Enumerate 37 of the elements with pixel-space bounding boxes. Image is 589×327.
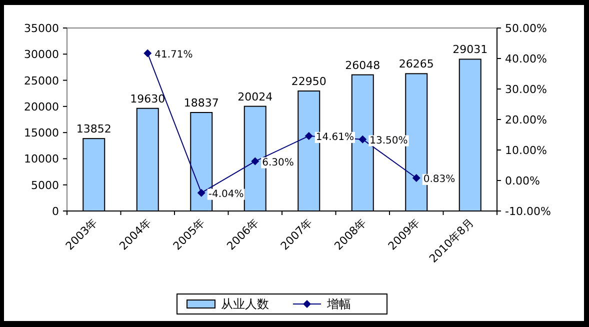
point [251, 157, 260, 166]
data-label: 13.50% [370, 135, 408, 146]
y-tick-label: 25000 [24, 74, 59, 88]
data-label: 26048 [345, 58, 380, 72]
y-tick-label: 10000 [24, 152, 59, 166]
y-tick-label: 0 [52, 205, 59, 218]
y-tick-label: 5000 [31, 178, 59, 192]
data-label: 14.61% [316, 132, 354, 143]
data-label: 0.83% [423, 174, 456, 185]
data-label: 41.71% [154, 49, 193, 60]
data-label: 6.30% [262, 157, 294, 168]
data-label: 22950 [291, 75, 326, 88]
legend-label: 从业人数 [221, 297, 269, 311]
data-label: 19630 [130, 92, 166, 106]
data-label: -4.04% [208, 188, 244, 200]
point [358, 135, 367, 144]
data-label: 13852 [76, 122, 112, 136]
y-tick-label: 30000 [24, 48, 59, 62]
data-label: 18837 [184, 96, 219, 110]
y-tick-label: 15000 [24, 126, 59, 140]
point [197, 188, 206, 197]
y2-tick-label: 0.00% [505, 174, 540, 188]
y-tick-label: 20000 [24, 100, 59, 114]
y2-tick-label: -10.00% [505, 205, 551, 218]
y2-tick-label: 40.00% [505, 52, 547, 66]
point [144, 49, 152, 58]
point [304, 132, 313, 140]
legend-label: 增幅 [326, 297, 351, 311]
data-label: 26265 [398, 58, 434, 71]
y2-tick-label: 50.00% [505, 22, 547, 35]
y2-tick-label: 10.00% [505, 144, 547, 157]
data-label: 20024 [238, 90, 273, 104]
y2-tick-label: 20.00% [505, 114, 547, 126]
point [412, 174, 420, 182]
y2-tick-label: 30.00% [505, 83, 547, 96]
y-tick-label: 35000 [24, 22, 59, 35]
data-label: 29031 [452, 43, 488, 56]
